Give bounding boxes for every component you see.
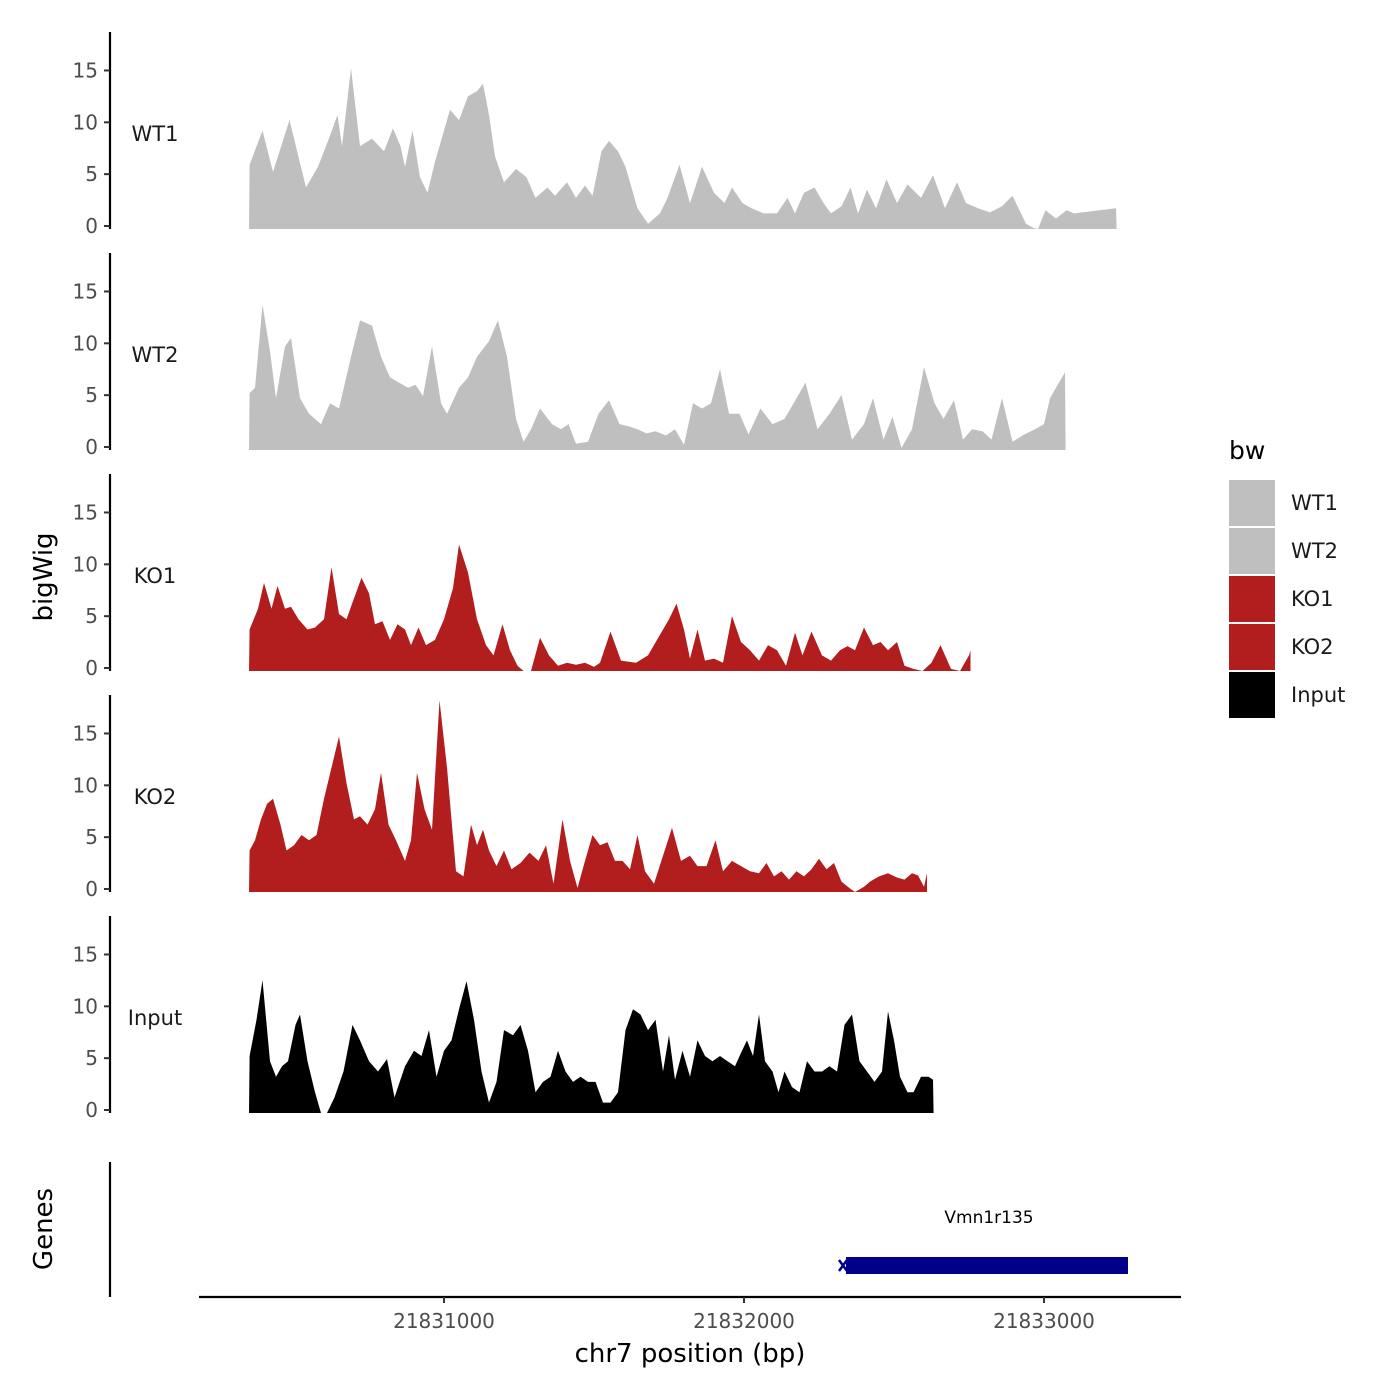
y-tick-label: 15 [73,721,98,745]
y-tick-label: 0 [85,656,98,680]
track-panel-wt1: 0 5 10 15 WT1 [73,32,1117,238]
y-tick-label: 0 [85,214,98,238]
x-tick-label: 21831000 [393,1309,495,1333]
gene-body [846,1257,1128,1274]
y-tick-label: 5 [85,825,98,849]
y-tick-label: 10 [73,773,98,797]
track-area-wt2 [249,304,1066,450]
track-label: KO2 [134,785,177,809]
track-panel-ko2: 0 5 10 15 KO2 [73,695,927,901]
tracks-layer: 0 5 10 15 WT1 0 5 10 15 WT2 0 5 10 15 KO1 0 5 10 15 KO2 0 5 10… [73,32,1117,1122]
x-axis: 21831000 21832000 21833000 [199,1295,1181,1333]
x-tick-label: 21833000 [993,1309,1095,1333]
legend-label: KO2 [1291,635,1334,659]
y-tick-label: 0 [85,1098,98,1122]
legend: bw WT1 WT2 KO1 KO2 Input [1229,436,1345,718]
track-area-wt1 [249,68,1117,229]
y-tick-label: 15 [73,942,98,966]
gene-strand-mark [837,1259,849,1272]
track-label: Input [128,1006,182,1030]
legend-label: Input [1291,683,1345,707]
legend-label: WT1 [1291,491,1338,515]
y-tick-label: 0 [85,435,98,459]
genes-panel: Genes Vmn1r135 [29,1162,1128,1297]
track-panel-input: 0 5 10 15 Input [73,916,934,1122]
y-tick-label: 15 [73,58,98,82]
x-tick-label: 21832000 [693,1309,795,1333]
track-panel-ko1: 0 5 10 15 KO1 [73,474,971,680]
y-tick-label: 5 [85,1046,98,1070]
legend-key-wt1 [1229,480,1275,526]
legend-key-wt2 [1229,528,1275,574]
y-tick-label: 10 [73,552,98,576]
y-tick-label: 10 [73,331,98,355]
legend-label: KO1 [1291,587,1334,611]
legend-key-input [1229,672,1275,718]
y-axis-title: bigWig [29,532,59,621]
y-tick-label: 10 [73,994,98,1018]
y-tick-label: 10 [73,110,98,134]
track-area-ko2 [249,700,927,892]
y-tick-label: 5 [85,383,98,407]
track-label: WT2 [132,343,179,367]
y-tick-label: 15 [73,500,98,524]
y-tick-label: 5 [85,604,98,628]
track-area-ko1 [249,544,971,671]
legend-key-ko1 [1229,576,1275,622]
y-tick-label: 5 [85,162,98,186]
track-label: WT1 [132,122,179,146]
legend-key-ko2 [1229,624,1275,670]
track-area-input [249,980,934,1113]
y-tick-label: 15 [73,279,98,303]
track-label: KO1 [134,564,177,588]
track-panel-wt2: 0 5 10 15 WT2 [73,253,1066,459]
legend-label: WT2 [1291,539,1338,563]
x-axis-title: chr7 position (bp) [575,1339,806,1369]
gene-label: Vmn1r135 [944,1208,1033,1228]
genes-y-axis-title: Genes [29,1188,59,1270]
legend-title: bw [1229,436,1265,465]
y-tick-label: 0 [85,877,98,901]
